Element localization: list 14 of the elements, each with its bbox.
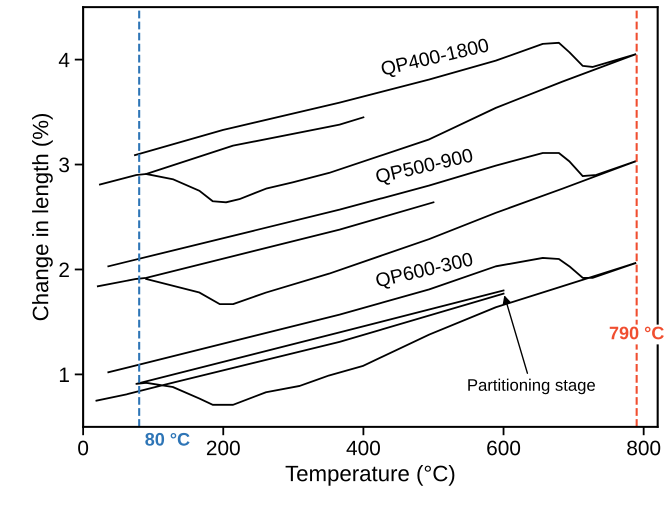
y-tick-label: 2 [59,262,69,278]
ref-line-label: 790 °C [610,326,664,340]
x-tick-label: 200 [206,440,240,456]
x-tick-label: 0 [78,440,88,456]
x-axis-title: Temperature (°C) [286,465,454,486]
y-tick-label: 1 [60,368,69,382]
x-tick-label: 600 [487,440,520,456]
x-tick-label: 800 [627,440,660,456]
ref-line-label: 80 °C [145,432,190,446]
y-axis-title: Change in length (%) [32,114,53,320]
y-tick-label: 3 [59,158,70,172]
x-tick-label: 400 [346,440,380,456]
y-tick-label: 4 [58,52,70,68]
annotation: Partitioning stage [468,378,595,394]
